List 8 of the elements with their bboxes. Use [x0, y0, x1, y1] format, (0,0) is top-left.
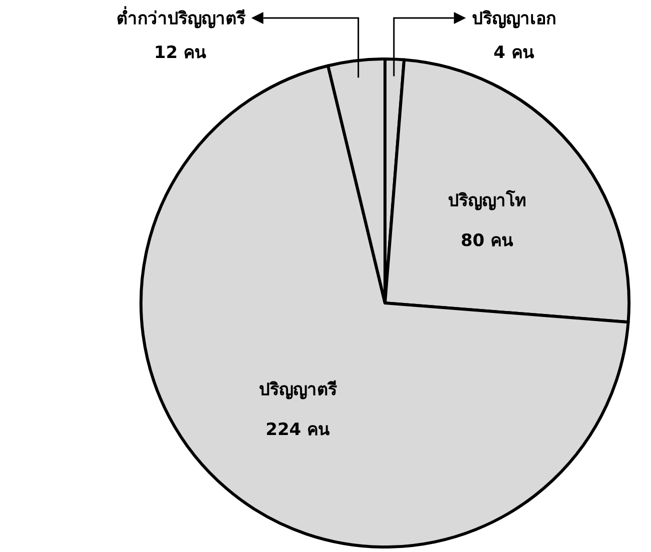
data-label: 224 คน [266, 420, 330, 440]
slice-label: ปริญญาโท [448, 190, 526, 211]
slice-label: ต่ำกว่าปริญญาตรี [116, 6, 246, 29]
legend-label: ปริญญาเอก [472, 9, 556, 29]
data-label: 80 คน [460, 230, 514, 251]
slice-label: ปริญญาตรี [258, 379, 338, 400]
data-label: 4 คน [494, 43, 534, 63]
data-label: 12 คน [154, 43, 207, 63]
